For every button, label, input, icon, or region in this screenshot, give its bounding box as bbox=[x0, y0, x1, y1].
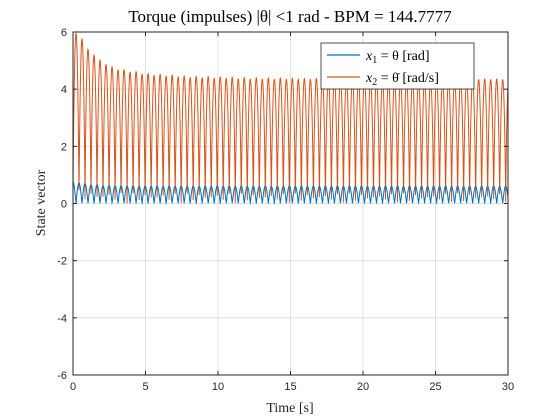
legend-label-x1: x1 = θ [rad] bbox=[365, 49, 430, 66]
x-tick-label: 10 bbox=[212, 381, 224, 393]
legend-box bbox=[320, 42, 475, 90]
x-tick-label: 20 bbox=[357, 381, 369, 393]
legend-var-x1: x bbox=[365, 49, 373, 64]
y-tick-label: -2 bbox=[57, 256, 67, 268]
y-tick-label: 2 bbox=[61, 141, 67, 153]
legend-eq-x2: = θ̇ [rad/s] bbox=[377, 71, 439, 86]
y-tick-label: 0 bbox=[61, 199, 67, 211]
x-axis-label: Time [s] bbox=[266, 401, 313, 416]
series-line-2 bbox=[72, 32, 509, 204]
legend-sub-x2: 2 bbox=[372, 77, 377, 88]
legend-sub-x1: 1 bbox=[372, 55, 377, 66]
y-tick-label: 6 bbox=[61, 27, 67, 39]
legend-label-x2: x2 = θ̇ [rad/s] bbox=[365, 71, 439, 88]
y-tick-label: -6 bbox=[57, 370, 67, 382]
legend: x1 = θ [rad] x2 = θ̇ [rad/s] bbox=[320, 42, 475, 90]
legend-var-x2: x bbox=[365, 71, 373, 86]
x-tick-label: 25 bbox=[429, 381, 441, 393]
y-tick-label: -4 bbox=[57, 313, 67, 325]
y-axis-label: State vector bbox=[34, 169, 49, 236]
tick-labels: 0 5 10 15 20 25 30 -6 -4 -2 0 2 4 6 bbox=[57, 27, 514, 393]
ticks bbox=[72, 31, 509, 376]
x-tick-label: 15 bbox=[284, 381, 296, 393]
x-tick-label: 5 bbox=[142, 381, 148, 393]
chart-title: Torque (impulses) |θ| <1 rad - BPM = 144… bbox=[128, 7, 452, 26]
y-tick-label: 4 bbox=[61, 84, 67, 96]
x-tick-label: 0 bbox=[70, 381, 76, 393]
series-group bbox=[72, 32, 509, 205]
legend-eq-x1: = θ [rad] bbox=[377, 49, 429, 64]
x-tick-label: 30 bbox=[502, 381, 514, 393]
series-line-1 bbox=[72, 181, 509, 205]
